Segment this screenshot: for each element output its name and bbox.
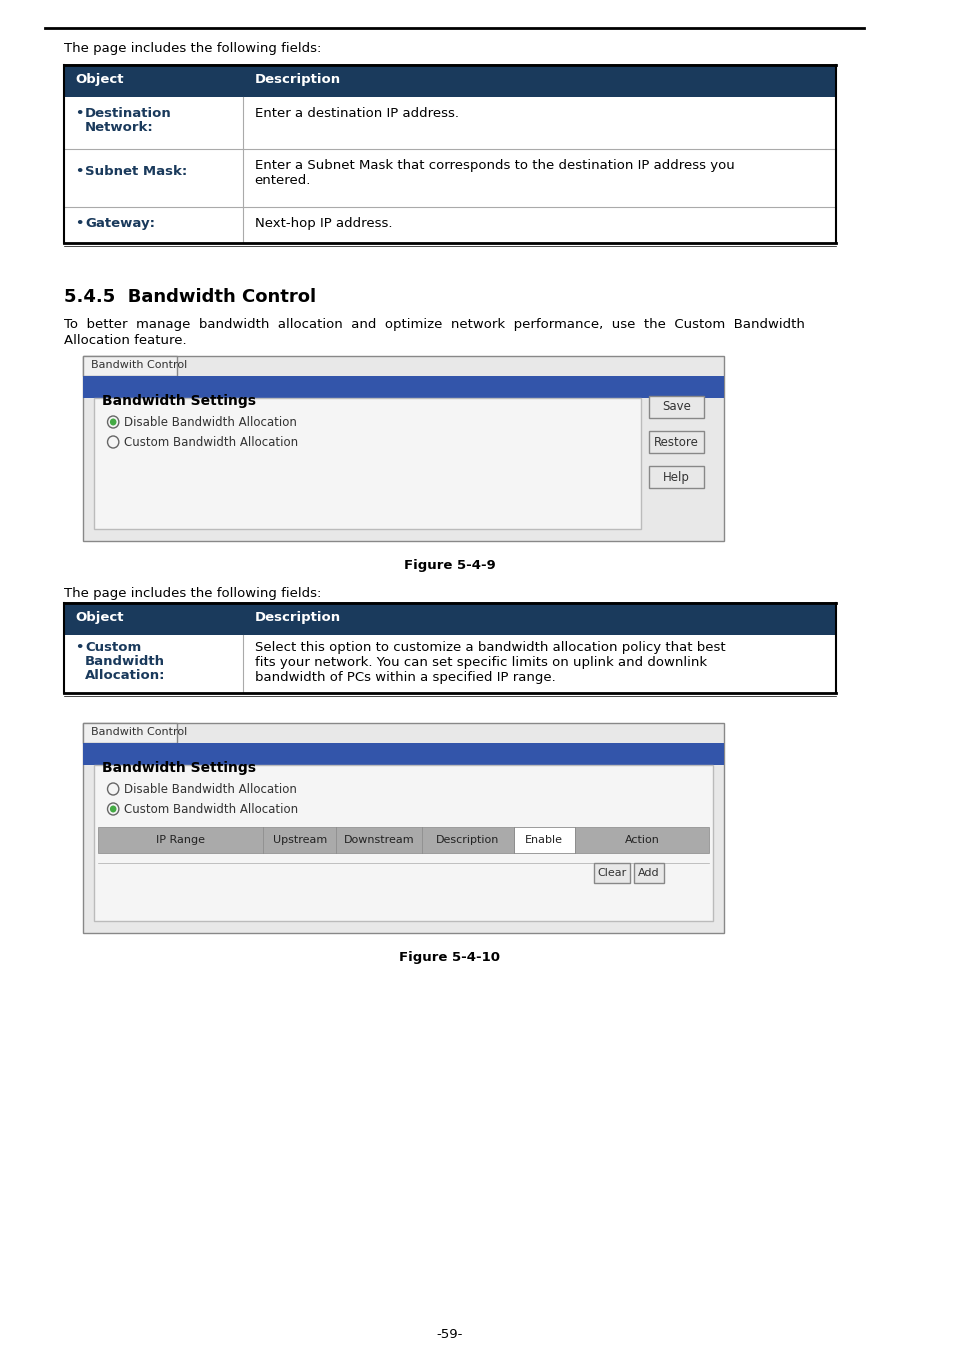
Text: •: • bbox=[75, 107, 84, 120]
Bar bbox=[513, 828, 575, 853]
Bar bbox=[64, 148, 835, 207]
Text: Custom: Custom bbox=[85, 641, 141, 653]
Bar bbox=[594, 863, 629, 883]
Text: Clear: Clear bbox=[597, 868, 626, 878]
Bar bbox=[64, 65, 835, 97]
Circle shape bbox=[110, 806, 116, 813]
Bar bbox=[64, 207, 835, 243]
Text: Object: Object bbox=[75, 73, 124, 86]
Bar bbox=[64, 603, 835, 634]
Text: Bandwidth: Bandwidth bbox=[85, 655, 165, 668]
Text: Allocation feature.: Allocation feature. bbox=[64, 333, 187, 347]
Text: Gateway:: Gateway: bbox=[85, 217, 154, 230]
Text: Description: Description bbox=[436, 836, 499, 845]
Text: Add: Add bbox=[638, 868, 659, 878]
Text: Bandwith Control: Bandwith Control bbox=[91, 360, 187, 370]
Bar bbox=[633, 863, 663, 883]
Text: •: • bbox=[75, 165, 84, 178]
Bar bbox=[83, 743, 723, 765]
Text: Network:: Network: bbox=[85, 122, 153, 134]
Text: Object: Object bbox=[75, 612, 124, 624]
Text: Enter a destination IP address.: Enter a destination IP address. bbox=[254, 107, 458, 120]
Bar bbox=[94, 398, 640, 529]
Text: Destination: Destination bbox=[85, 107, 172, 120]
Text: Upstream: Upstream bbox=[273, 836, 327, 845]
Bar bbox=[64, 634, 835, 693]
Text: IP Range: IP Range bbox=[156, 836, 205, 845]
Bar bbox=[83, 377, 723, 398]
Text: Subnet Mask:: Subnet Mask: bbox=[85, 165, 187, 178]
Circle shape bbox=[110, 418, 116, 425]
Text: Select this option to customize a bandwidth allocation policy that best
fits you: Select this option to customize a bandwi… bbox=[254, 641, 724, 684]
Text: Custom Bandwidth Allocation: Custom Bandwidth Allocation bbox=[125, 436, 298, 450]
Text: Bandwidth Settings: Bandwidth Settings bbox=[102, 761, 255, 775]
Text: -59-: -59- bbox=[436, 1328, 462, 1341]
Text: The page includes the following fields:: The page includes the following fields: bbox=[64, 587, 321, 599]
Bar bbox=[98, 828, 708, 853]
Bar bbox=[94, 765, 712, 921]
Bar bbox=[83, 356, 177, 377]
Text: Custom Bandwidth Allocation: Custom Bandwidth Allocation bbox=[125, 803, 298, 815]
Bar bbox=[648, 431, 703, 454]
Text: Bandwith Control: Bandwith Control bbox=[91, 728, 187, 737]
Text: Figure 5-4-10: Figure 5-4-10 bbox=[399, 950, 500, 964]
Text: Disable Bandwidth Allocation: Disable Bandwidth Allocation bbox=[125, 416, 297, 429]
Text: Next-hop IP address.: Next-hop IP address. bbox=[254, 217, 392, 230]
Bar bbox=[83, 724, 723, 933]
Text: Action: Action bbox=[624, 836, 659, 845]
Text: Allocation:: Allocation: bbox=[85, 670, 165, 682]
Bar bbox=[648, 396, 703, 418]
Text: 5.4.5  Bandwidth Control: 5.4.5 Bandwidth Control bbox=[64, 288, 316, 306]
Text: Restore: Restore bbox=[653, 436, 698, 448]
Text: Description: Description bbox=[254, 73, 340, 86]
Text: Save: Save bbox=[661, 401, 690, 413]
Text: Figure 5-4-9: Figure 5-4-9 bbox=[403, 559, 496, 572]
Text: •: • bbox=[75, 641, 84, 653]
Text: Enter a Subnet Mask that corresponds to the destination IP address you
entered.: Enter a Subnet Mask that corresponds to … bbox=[254, 159, 734, 188]
Text: Disable Bandwidth Allocation: Disable Bandwidth Allocation bbox=[125, 783, 297, 796]
Text: Enable: Enable bbox=[525, 836, 562, 845]
Bar bbox=[83, 724, 177, 742]
Bar bbox=[83, 356, 723, 541]
Text: •: • bbox=[75, 217, 84, 230]
Text: Bandwidth Settings: Bandwidth Settings bbox=[102, 394, 255, 408]
Bar bbox=[64, 97, 835, 148]
Text: Description: Description bbox=[254, 612, 340, 624]
Text: The page includes the following fields:: The page includes the following fields: bbox=[64, 42, 321, 55]
Text: To  better  manage  bandwidth  allocation  and  optimize  network  performance, : To better manage bandwidth allocation an… bbox=[64, 319, 804, 331]
Text: Downstream: Downstream bbox=[343, 836, 415, 845]
Text: Help: Help bbox=[662, 471, 689, 483]
Bar bbox=[648, 466, 703, 487]
